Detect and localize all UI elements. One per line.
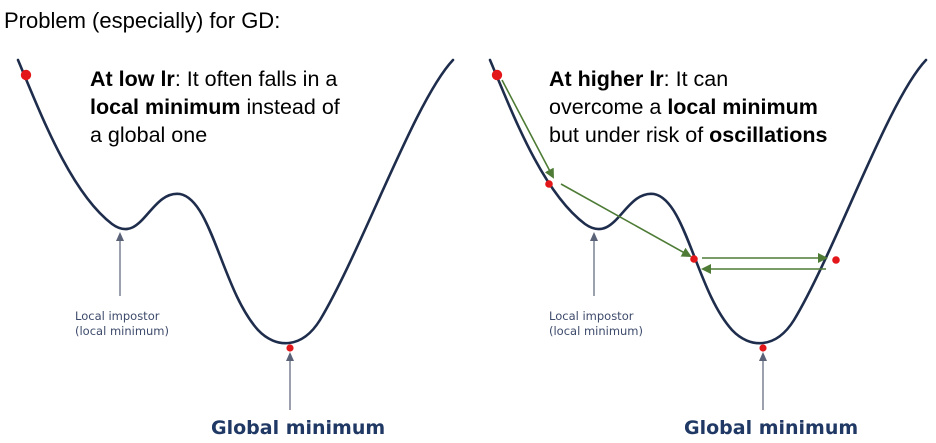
right-caption-line1: At higher lr: It can [549,67,728,91]
left-loss-curve [16,58,455,345]
left-caption-rest2: instead of [241,95,340,119]
right-caption-bold-local: local minimum [667,95,818,119]
left-local-label-line1: Local impostor [75,309,160,323]
right-caption-bold-lr: At higher lr [549,67,664,91]
left-caption-bold-local: local minimum [90,95,241,119]
left-caption-rest1: : It often falls in a [175,67,338,91]
right-step-arrow-2 [560,183,692,257]
left-global-min-point [286,344,294,352]
left-global-label: Global minimum [211,417,385,439]
right-step-point-1 [545,180,553,188]
right-caption-line2: overcome a local minimum [549,95,818,119]
left-caption-line2: local minimum instead of [90,95,340,119]
left-caption-bold-lr: At low lr [90,67,175,91]
left-caption-line1: At low lr: It often falls in a [90,67,337,91]
right-step-arrow-1 [501,79,554,179]
right-caption-plain3: but under risk of [549,123,709,147]
right-local-label-line2: (local minimum) [549,324,643,338]
right-global-label: Global minimum [684,417,858,439]
right-step-point-2 [690,255,698,263]
right-caption-plain2: overcome a [549,95,667,119]
right-caption-rest1: : It can [664,67,729,91]
left-panel: At low lr: It often falls in a local min… [16,58,455,439]
right-caption-line3: but under risk of oscillations [549,123,827,147]
right-start-point [491,69,503,81]
heading: Problem (especially) for GD: [4,8,280,33]
right-step-point-3 [832,256,840,264]
right-local-label-line1: Local impostor [549,309,634,323]
left-local-label-line2: (local minimum) [75,324,169,338]
right-global-min-point [759,344,767,352]
right-caption-bold-osc: oscillations [709,123,827,147]
right-panel: At higher lr: It can overcome a local mi… [488,58,928,439]
left-caption-line3: a global one [90,123,207,147]
left-start-point [20,69,32,81]
